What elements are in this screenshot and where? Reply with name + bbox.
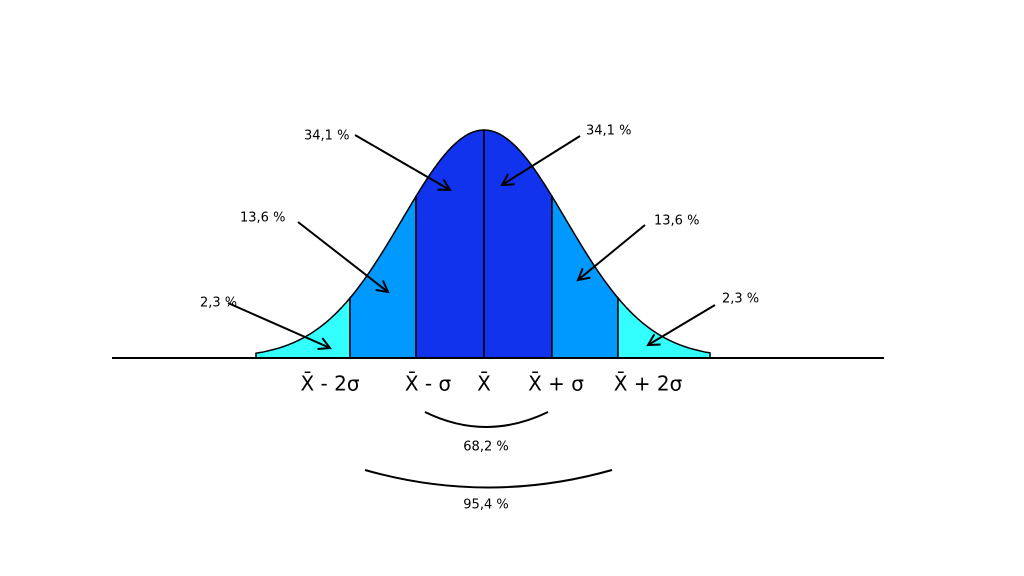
arrow	[648, 304, 716, 345]
arrow	[502, 135, 581, 185]
axis-label: X̄ + 2σ	[614, 371, 683, 396]
region-label: 34,1 %	[586, 124, 631, 139]
axis-label: X̄ + σ	[528, 371, 584, 396]
region-label: 13,6 %	[240, 211, 285, 226]
bracket-label: 95,4 %	[463, 498, 508, 513]
arrow	[297, 221, 388, 292]
arrow	[578, 224, 646, 280]
region-label: 2,3 %	[200, 296, 237, 311]
region-label: 2,3 %	[722, 292, 759, 307]
region-label: 13,6 %	[654, 214, 699, 229]
bracket-label: 68,2 %	[463, 440, 508, 455]
axis-label: X̄ - 2σ	[300, 371, 359, 396]
arrow	[227, 302, 330, 348]
region	[617, 295, 711, 359]
bracket	[424, 411, 549, 428]
region	[483, 129, 553, 359]
region-label: 34,1 %	[304, 129, 349, 144]
arrows	[227, 134, 716, 348]
bracket	[364, 469, 613, 489]
region	[349, 193, 417, 359]
axis-label: X̄ - σ	[405, 371, 452, 396]
axis-label: X̄	[477, 371, 491, 396]
arrow	[354, 134, 450, 190]
regions	[255, 129, 711, 359]
region	[415, 129, 485, 359]
